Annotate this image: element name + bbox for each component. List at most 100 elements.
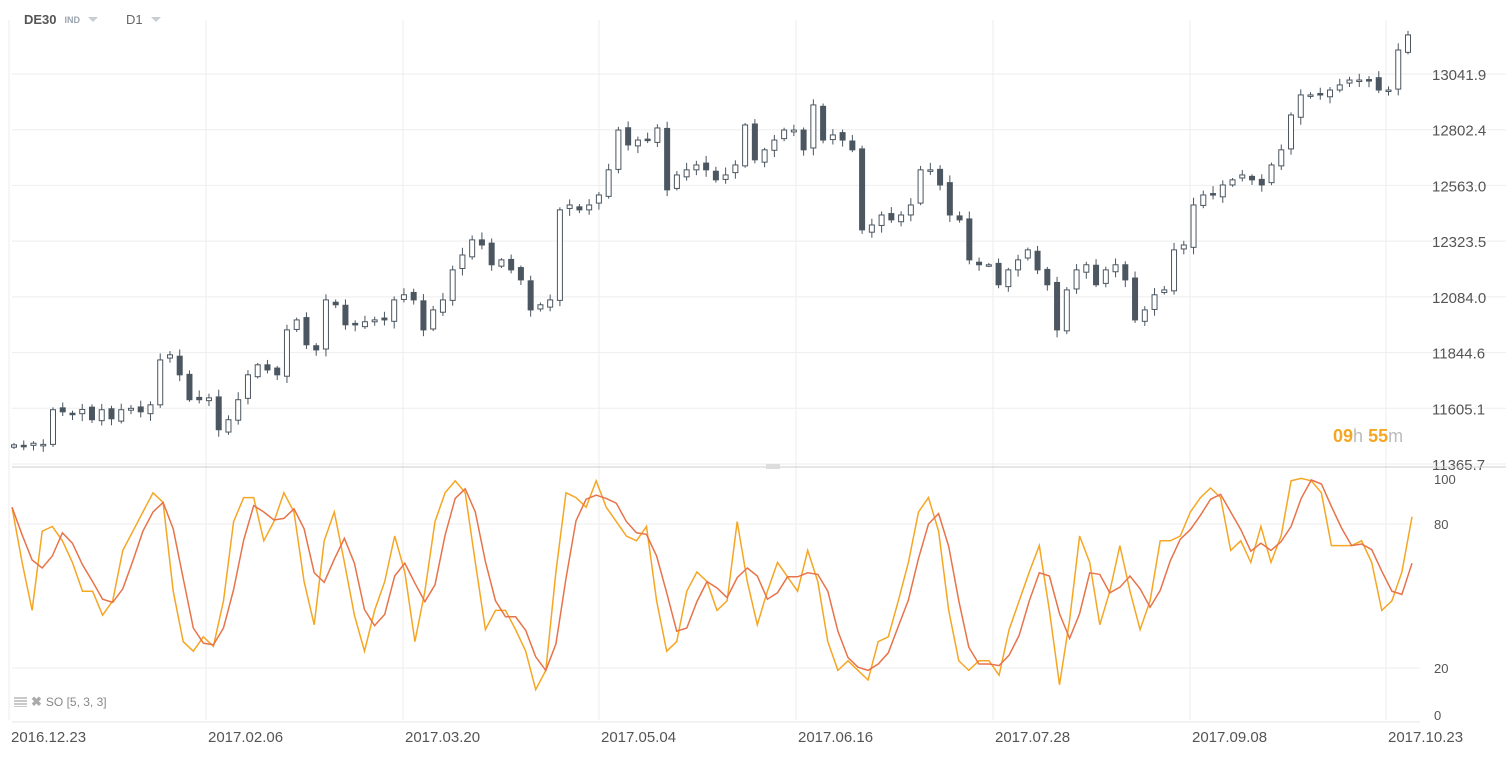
candle bbox=[361, 315, 368, 329]
symbol-label[interactable]: DE30 bbox=[24, 12, 57, 27]
candle-body bbox=[11, 444, 17, 448]
price-tick-label: 12084.0 bbox=[1432, 290, 1486, 307]
candle bbox=[59, 402, 66, 417]
candle bbox=[956, 211, 963, 223]
candle-body bbox=[225, 419, 232, 433]
candle bbox=[186, 370, 193, 402]
candle bbox=[927, 162, 934, 175]
candle bbox=[1297, 89, 1304, 125]
candle-body bbox=[274, 367, 281, 376]
candle bbox=[235, 392, 242, 425]
candle bbox=[1239, 170, 1246, 182]
candle bbox=[615, 126, 622, 174]
candle bbox=[342, 299, 349, 330]
candle bbox=[605, 163, 612, 199]
candle-body bbox=[449, 269, 456, 301]
candle-body bbox=[381, 317, 388, 321]
candle bbox=[1083, 261, 1090, 279]
candle-body bbox=[196, 396, 203, 401]
price-tick-label: 12563.0 bbox=[1432, 178, 1486, 195]
candle-body bbox=[859, 148, 866, 231]
candle bbox=[1278, 144, 1285, 171]
candle bbox=[118, 403, 125, 424]
candle bbox=[1249, 174, 1256, 185]
candle bbox=[790, 124, 797, 137]
candle-body bbox=[995, 262, 1002, 286]
candle-body bbox=[751, 123, 758, 161]
candle-body bbox=[712, 170, 719, 181]
candle bbox=[664, 121, 671, 197]
candle bbox=[1219, 180, 1226, 203]
candle-body bbox=[888, 213, 895, 221]
candle bbox=[430, 305, 437, 332]
candle bbox=[751, 119, 758, 164]
candle-body bbox=[800, 129, 807, 151]
candle bbox=[11, 442, 17, 450]
candle-body bbox=[478, 239, 485, 246]
candle-body bbox=[254, 364, 261, 378]
candle bbox=[576, 204, 583, 214]
candle-body bbox=[976, 261, 983, 266]
candle bbox=[478, 232, 485, 250]
candle-body bbox=[40, 443, 47, 447]
chart-header: DE30 IND D1 bbox=[24, 12, 181, 27]
candle-body bbox=[1346, 79, 1353, 84]
candle bbox=[673, 170, 680, 191]
candle bbox=[1317, 87, 1324, 100]
candle-body bbox=[1054, 281, 1061, 331]
candle bbox=[732, 160, 739, 179]
candle-body bbox=[566, 204, 573, 209]
candle bbox=[878, 211, 885, 233]
candle-body bbox=[1093, 264, 1100, 286]
candle-body bbox=[342, 304, 349, 326]
stochastic-d-line bbox=[11, 479, 1413, 672]
x-tick-label: 2017.02.06 bbox=[208, 729, 283, 746]
symbol-dropdown-chevron-icon[interactable] bbox=[88, 17, 99, 22]
candle-body bbox=[400, 294, 407, 300]
candle bbox=[556, 207, 563, 307]
candle bbox=[498, 258, 505, 269]
candle-body bbox=[1317, 93, 1324, 96]
candle-body bbox=[537, 304, 544, 310]
pane-resize-handle[interactable] bbox=[766, 464, 780, 469]
candle bbox=[1327, 87, 1334, 104]
candle bbox=[1258, 174, 1265, 192]
candle bbox=[586, 199, 593, 215]
candle-body bbox=[420, 300, 427, 331]
candle bbox=[488, 238, 495, 271]
x-tick-label: 2017.05.04 bbox=[601, 729, 676, 746]
candle bbox=[176, 349, 183, 382]
candle-body bbox=[176, 355, 183, 376]
indicator-label: SO [5, 3, 3] bbox=[45, 695, 107, 709]
candle bbox=[634, 136, 641, 154]
candle bbox=[966, 211, 973, 265]
candle bbox=[322, 294, 329, 357]
candle bbox=[420, 294, 427, 337]
price-tick-label: 12323.5 bbox=[1432, 234, 1486, 251]
candle bbox=[391, 296, 398, 329]
candle bbox=[907, 198, 914, 222]
indicator-settings-icon[interactable] bbox=[14, 697, 27, 707]
candle bbox=[547, 294, 554, 312]
indicator-legend: ✖ SO [5, 3, 3] bbox=[14, 694, 107, 710]
indicator-close-icon[interactable]: ✖ bbox=[31, 694, 42, 709]
candle bbox=[215, 389, 222, 437]
candle-body bbox=[59, 407, 66, 413]
candle bbox=[644, 132, 651, 144]
candle bbox=[508, 254, 515, 274]
candle bbox=[595, 191, 602, 210]
candle-body bbox=[118, 409, 125, 422]
candle bbox=[459, 247, 466, 276]
candle-body bbox=[88, 406, 95, 421]
candle-countdown: 09h 55m bbox=[1333, 426, 1403, 447]
timeframe-dropdown-chevron-icon[interactable] bbox=[150, 17, 161, 22]
timeframe-label[interactable]: D1 bbox=[126, 12, 143, 27]
x-tick-label: 2017.06.16 bbox=[798, 729, 873, 746]
candle bbox=[293, 317, 300, 333]
candle-body bbox=[946, 182, 953, 216]
candle-body bbox=[264, 364, 271, 371]
oscillator-tick-label: 100 bbox=[1434, 472, 1456, 487]
candle bbox=[566, 199, 573, 216]
candle-body bbox=[410, 291, 417, 301]
